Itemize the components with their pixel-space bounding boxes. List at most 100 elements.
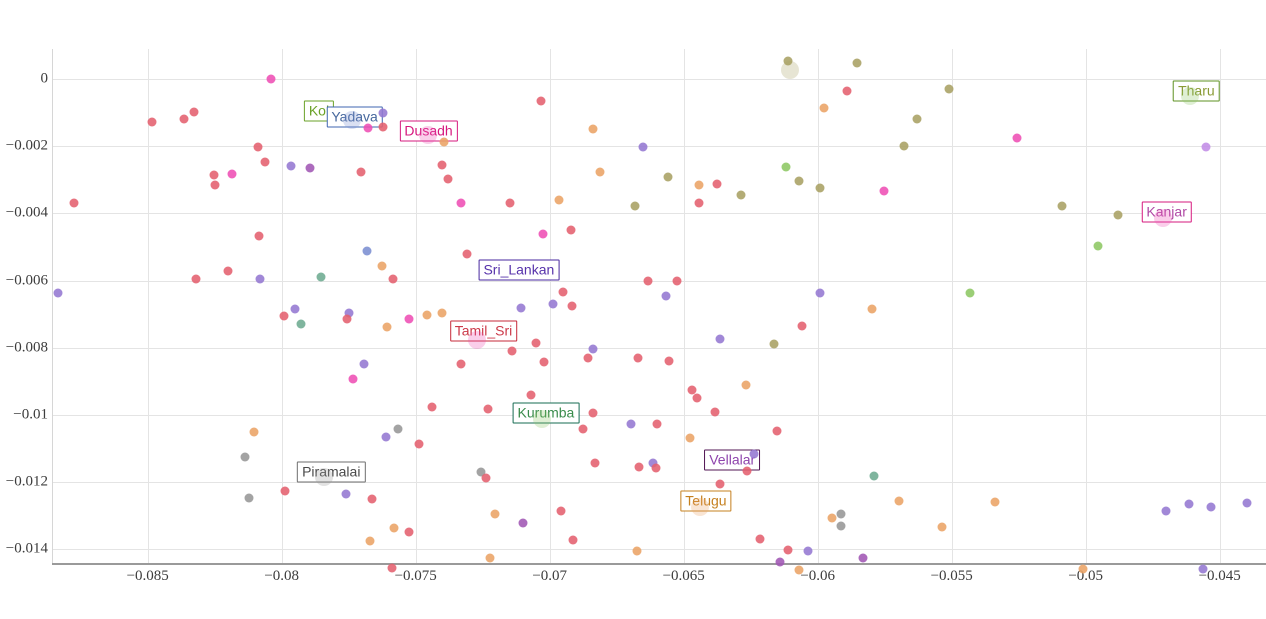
data-point[interactable]: [516, 303, 526, 313]
data-point[interactable]: [254, 231, 264, 241]
data-point[interactable]: [672, 276, 682, 286]
data-point[interactable]: [836, 521, 846, 531]
data-point[interactable]: [1201, 142, 1211, 152]
data-point[interactable]: [359, 359, 369, 369]
data-point[interactable]: [626, 419, 636, 429]
data-point[interactable]: [937, 522, 947, 532]
data-point[interactable]: [965, 288, 975, 298]
data-point[interactable]: [827, 513, 837, 523]
data-point[interactable]: [443, 174, 453, 184]
data-point[interactable]: [526, 390, 536, 400]
data-point[interactable]: [1012, 133, 1022, 143]
data-point[interactable]: [1206, 502, 1216, 512]
data-point[interactable]: [578, 424, 588, 434]
data-point[interactable]: [381, 432, 391, 442]
population-label[interactable]: Tamil_Sri: [449, 320, 518, 342]
data-point[interactable]: [815, 183, 825, 193]
data-point[interactable]: [244, 493, 254, 503]
data-point[interactable]: [797, 321, 807, 331]
data-point[interactable]: [363, 123, 373, 133]
data-point[interactable]: [518, 518, 528, 528]
data-point[interactable]: [286, 161, 296, 171]
data-point[interactable]: [316, 272, 326, 282]
data-point[interactable]: [736, 190, 746, 200]
data-point[interactable]: [387, 563, 397, 573]
data-point[interactable]: [663, 172, 673, 182]
data-point[interactable]: [1242, 498, 1252, 508]
data-point[interactable]: [836, 509, 846, 519]
data-point[interactable]: [342, 314, 352, 324]
data-point[interactable]: [404, 314, 414, 324]
data-point[interactable]: [255, 274, 265, 284]
data-point[interactable]: [803, 546, 813, 556]
data-point[interactable]: [652, 419, 662, 429]
data-point[interactable]: [189, 107, 199, 117]
data-point[interactable]: [548, 299, 558, 309]
data-point[interactable]: [266, 74, 276, 84]
data-point[interactable]: [643, 276, 653, 286]
data-point[interactable]: [531, 338, 541, 348]
data-point[interactable]: [630, 201, 640, 211]
data-point[interactable]: [633, 353, 643, 363]
data-point[interactable]: [769, 339, 779, 349]
population-label[interactable]: Dusadh: [399, 120, 458, 142]
data-point[interactable]: [437, 308, 447, 318]
data-point[interactable]: [741, 380, 751, 390]
data-point[interactable]: [1093, 241, 1103, 251]
population-label[interactable]: Tharu: [1173, 80, 1220, 102]
data-point[interactable]: [147, 117, 157, 127]
data-point[interactable]: [1113, 210, 1123, 220]
data-point[interactable]: [414, 439, 424, 449]
data-point[interactable]: [710, 407, 720, 417]
data-point[interactable]: [694, 180, 704, 190]
data-point[interactable]: [388, 274, 398, 284]
data-point[interactable]: [1057, 201, 1067, 211]
data-point[interactable]: [1161, 506, 1171, 516]
data-point[interactable]: [638, 142, 648, 152]
data-point[interactable]: [794, 176, 804, 186]
population-label[interactable]: Kurumba: [512, 402, 580, 424]
population-label[interactable]: Vellalar: [704, 449, 761, 471]
data-point[interactable]: [842, 86, 852, 96]
data-point[interactable]: [305, 163, 315, 173]
data-point[interactable]: [815, 288, 825, 298]
data-point[interactable]: [240, 452, 250, 462]
data-point[interactable]: [393, 424, 403, 434]
data-point[interactable]: [365, 536, 375, 546]
data-point[interactable]: [437, 160, 447, 170]
data-point[interactable]: [556, 506, 566, 516]
data-point[interactable]: [568, 535, 578, 545]
data-point[interactable]: [462, 249, 472, 259]
data-point[interactable]: [819, 103, 829, 113]
data-point[interactable]: [783, 545, 793, 555]
data-point[interactable]: [783, 56, 793, 66]
data-point[interactable]: [249, 427, 259, 437]
data-point[interactable]: [912, 114, 922, 124]
data-point[interactable]: [685, 433, 695, 443]
data-point[interactable]: [348, 374, 358, 384]
data-point[interactable]: [179, 114, 189, 124]
data-point[interactable]: [539, 357, 549, 367]
data-point[interactable]: [389, 523, 399, 533]
data-point[interactable]: [944, 84, 954, 94]
data-point[interactable]: [634, 462, 644, 472]
population-label[interactable]: Kanjar: [1141, 201, 1192, 223]
data-point[interactable]: [588, 408, 598, 418]
data-point[interactable]: [990, 497, 1000, 507]
data-point[interactable]: [858, 553, 868, 563]
data-point[interactable]: [382, 322, 392, 332]
data-point[interactable]: [661, 291, 671, 301]
data-point[interactable]: [507, 346, 517, 356]
data-point[interactable]: [749, 449, 759, 459]
data-point[interactable]: [210, 180, 220, 190]
data-point[interactable]: [209, 170, 219, 180]
data-point[interactable]: [755, 534, 765, 544]
data-point[interactable]: [290, 304, 300, 314]
data-point[interactable]: [879, 186, 889, 196]
data-point[interactable]: [456, 198, 466, 208]
population-label[interactable]: Yadava: [326, 106, 383, 128]
data-point[interactable]: [772, 426, 782, 436]
data-point[interactable]: [794, 565, 804, 575]
data-point[interactable]: [632, 546, 642, 556]
